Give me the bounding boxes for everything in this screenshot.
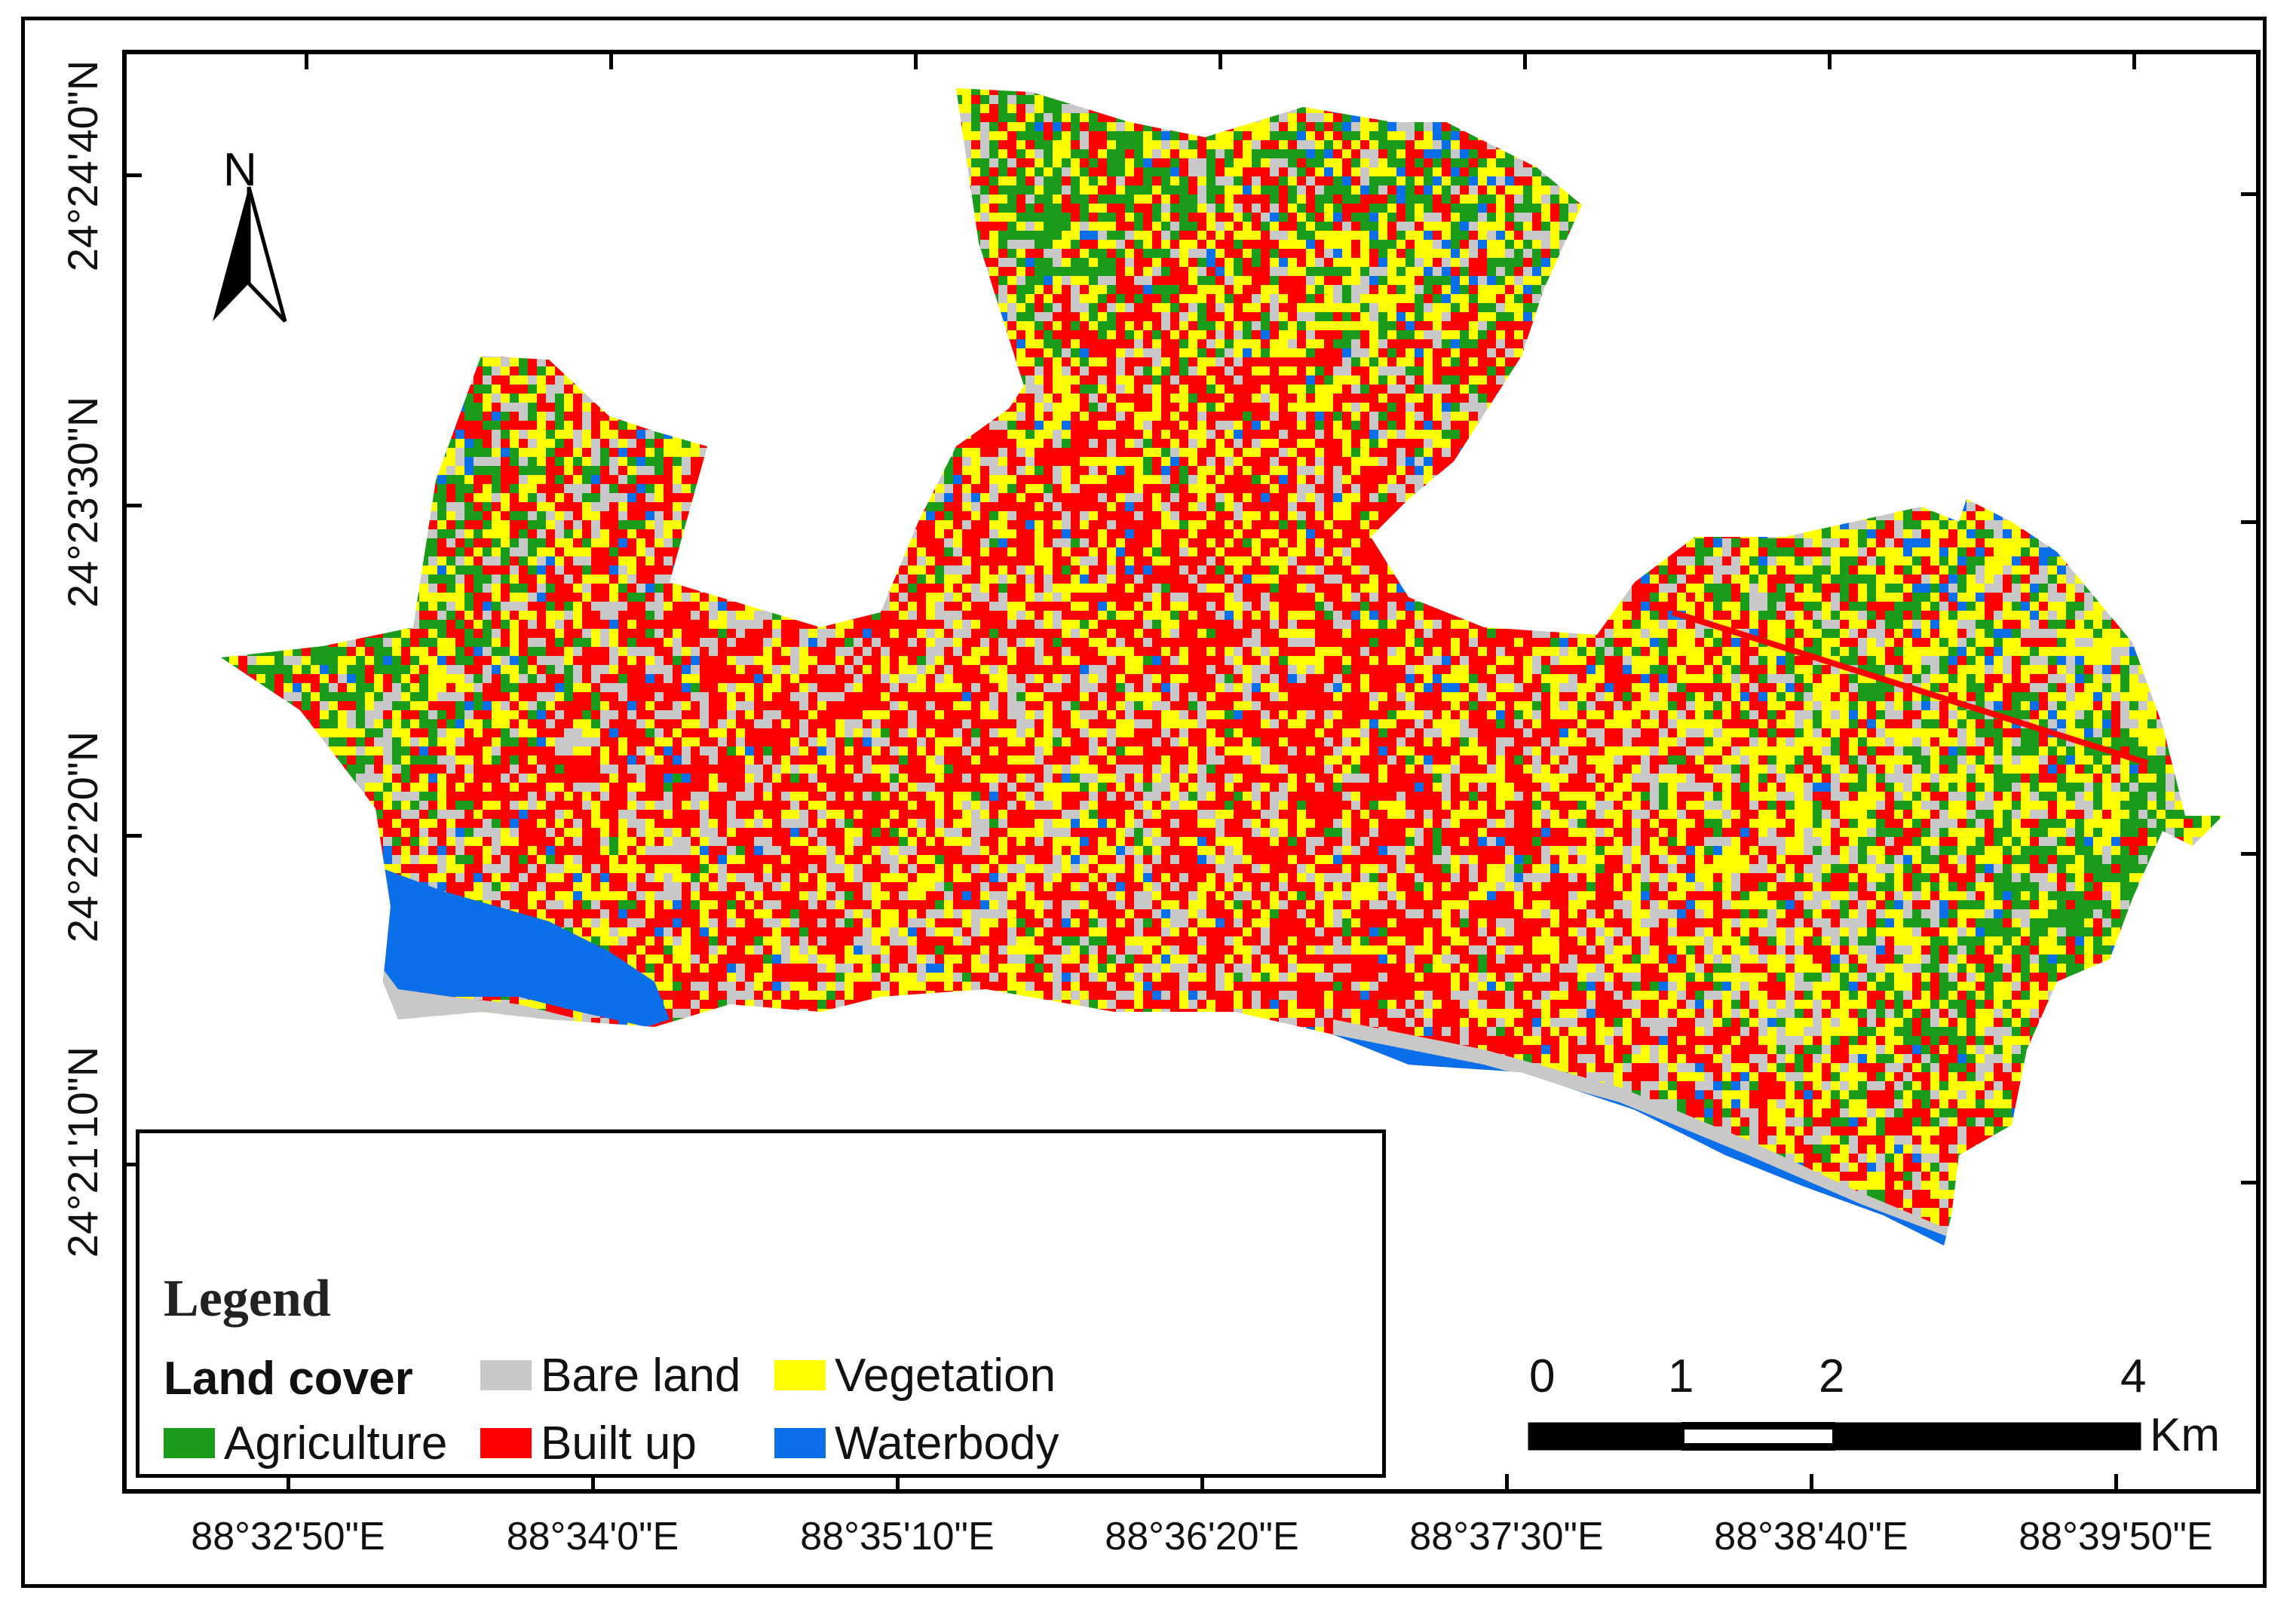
legend-swatch xyxy=(774,1428,826,1458)
latitude-tick xyxy=(127,173,142,177)
longitude-tick xyxy=(1505,1474,1509,1489)
latitude-tick xyxy=(2241,852,2256,856)
longitude-label: 88°37'30"E xyxy=(1356,1514,1657,1559)
longitude-label: 88°36'20"E xyxy=(1051,1514,1353,1559)
longitude-tick xyxy=(1523,54,1527,69)
latitude-label: 24°22'20"N xyxy=(59,701,106,973)
latitude-tick xyxy=(127,504,142,507)
longitude-tick xyxy=(1828,54,1832,69)
latitude-label: 24°24'40"N xyxy=(59,30,106,302)
longitude-label: 88°35'10"E xyxy=(746,1514,1048,1559)
scale-bar: 0 1 2 4 Km xyxy=(1528,1350,2282,1478)
legend-panel: Legend Land cover Bare land Vegetation A… xyxy=(136,1129,1386,1478)
longitude-tick xyxy=(2114,1474,2118,1489)
north-arrow-icon xyxy=(213,186,287,323)
longitude-label: 88°38'40"E xyxy=(1660,1514,1962,1559)
longitude-tick xyxy=(914,54,918,69)
scale-tick-label: 1 xyxy=(1668,1350,1694,1403)
longitude-tick xyxy=(287,1474,290,1489)
scale-tick-label: 2 xyxy=(1819,1350,1844,1403)
legend-item-vegetation: Vegetation xyxy=(774,1349,1056,1402)
legend-label: Bare land xyxy=(541,1349,740,1402)
latitude-label: 24°23'30"N xyxy=(59,366,106,638)
legend-label: Built up xyxy=(541,1417,697,1470)
legend-label: Vegetation xyxy=(835,1349,1056,1402)
legend-item-bare-land: Bare land xyxy=(480,1349,740,1402)
latitude-tick xyxy=(127,834,142,838)
legend-item-built-up: Built up xyxy=(480,1417,697,1469)
longitude-tick xyxy=(591,1474,595,1489)
latitude-tick xyxy=(2241,520,2256,524)
latitude-tick xyxy=(2241,1181,2256,1184)
longitude-tick xyxy=(609,54,613,69)
legend-swatch xyxy=(164,1428,215,1458)
longitude-tick xyxy=(1219,54,1222,69)
scale-unit-label: Km xyxy=(2150,1408,2220,1462)
scale-bar-graphic xyxy=(1528,1422,2141,1451)
legend-swatch xyxy=(480,1428,532,1458)
legend-item-agriculture: Agriculture xyxy=(164,1417,447,1469)
longitude-tick xyxy=(1200,1474,1204,1489)
longitude-tick xyxy=(305,54,308,69)
longitude-tick xyxy=(2132,54,2136,69)
longitude-label: 88°34'0"E xyxy=(442,1514,743,1559)
legend-swatch xyxy=(774,1360,826,1390)
legend-swatch xyxy=(480,1360,532,1390)
scale-tick-label: 0 xyxy=(1529,1350,1555,1403)
figure-frame xyxy=(21,17,2267,1588)
latitude-tick xyxy=(127,1163,142,1166)
scale-tick-label: 4 xyxy=(2120,1350,2146,1403)
longitude-tick xyxy=(896,1474,900,1489)
longitude-label: 88°39'50"E xyxy=(1965,1514,2267,1559)
latitude-tick xyxy=(2241,192,2256,196)
legend-label: Waterbody xyxy=(835,1417,1059,1470)
legend-title: Legend xyxy=(164,1269,331,1329)
north-label: N xyxy=(223,143,257,197)
latitude-label: 24°21'10"N xyxy=(59,1016,106,1288)
longitude-label: 88°32'50"E xyxy=(137,1514,439,1559)
legend-item-waterbody: Waterbody xyxy=(774,1417,1059,1469)
legend-label: Agriculture xyxy=(224,1417,447,1470)
longitude-tick xyxy=(1810,1474,1813,1489)
legend-subtitle: Land cover xyxy=(164,1352,413,1405)
